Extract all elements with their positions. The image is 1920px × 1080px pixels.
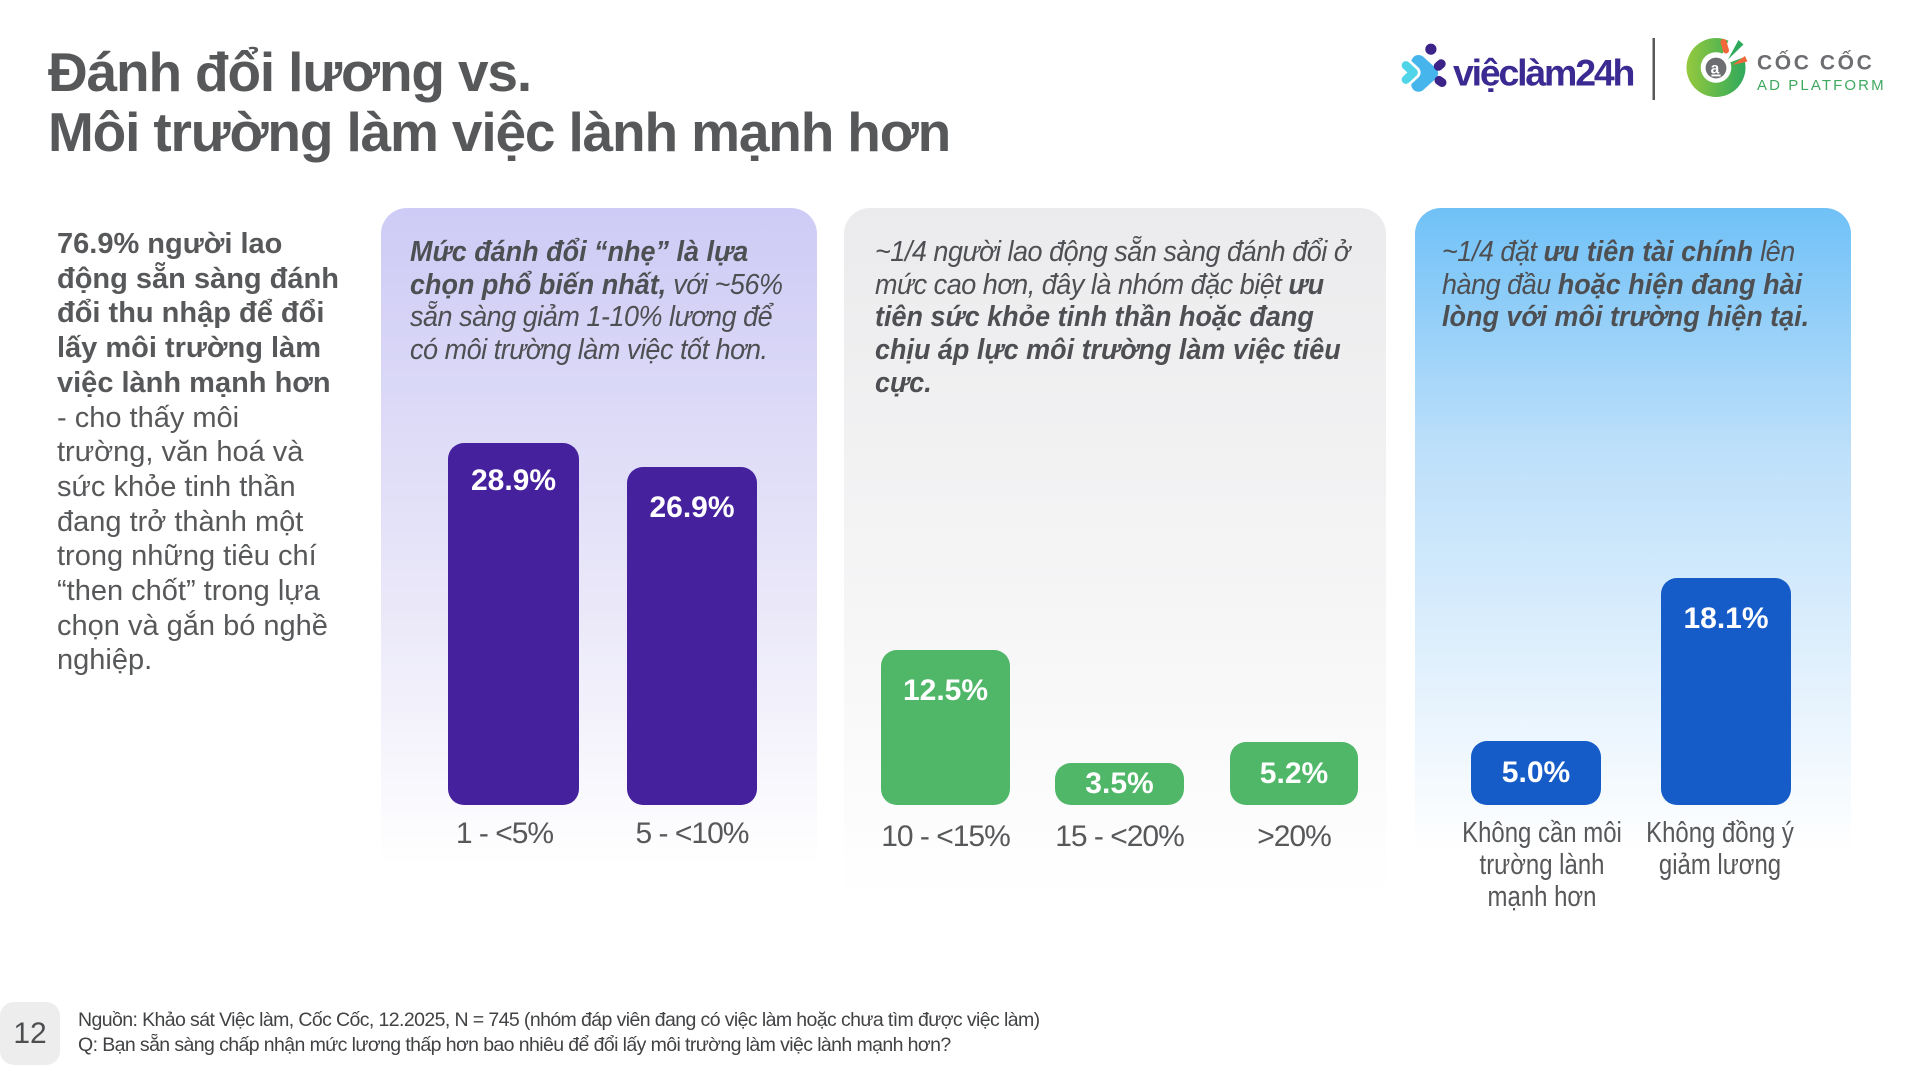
svg-text:a: a xyxy=(1711,60,1720,77)
svg-text:việclàm24h: việclàm24h xyxy=(1453,52,1634,94)
svg-text:AD PLATFORM: AD PLATFORM xyxy=(1757,77,1886,94)
svg-text:CỐC CỐC: CỐC CỐC xyxy=(1757,50,1874,74)
